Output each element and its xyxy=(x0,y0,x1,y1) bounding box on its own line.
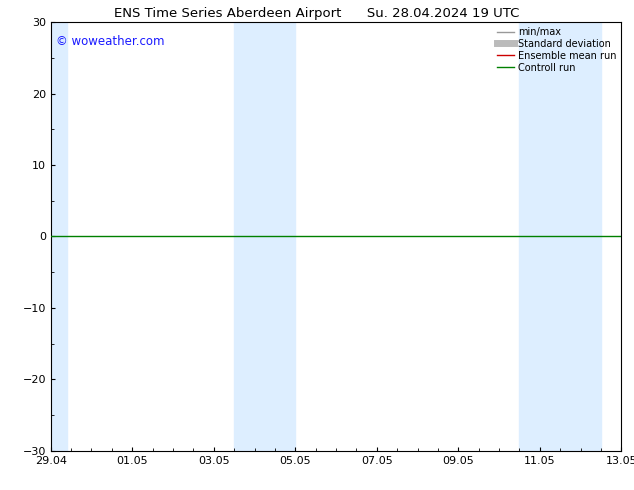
Text: © woweather.com: © woweather.com xyxy=(56,35,165,48)
Legend: min/max, Standard deviation, Ensemble mean run, Controll run: min/max, Standard deviation, Ensemble me… xyxy=(495,25,618,74)
Bar xyxy=(51,22,67,451)
Bar xyxy=(519,22,601,451)
Bar xyxy=(234,22,295,451)
Text: ENS Time Series Aberdeen Airport      Su. 28.04.2024 19 UTC: ENS Time Series Aberdeen Airport Su. 28.… xyxy=(114,7,520,21)
